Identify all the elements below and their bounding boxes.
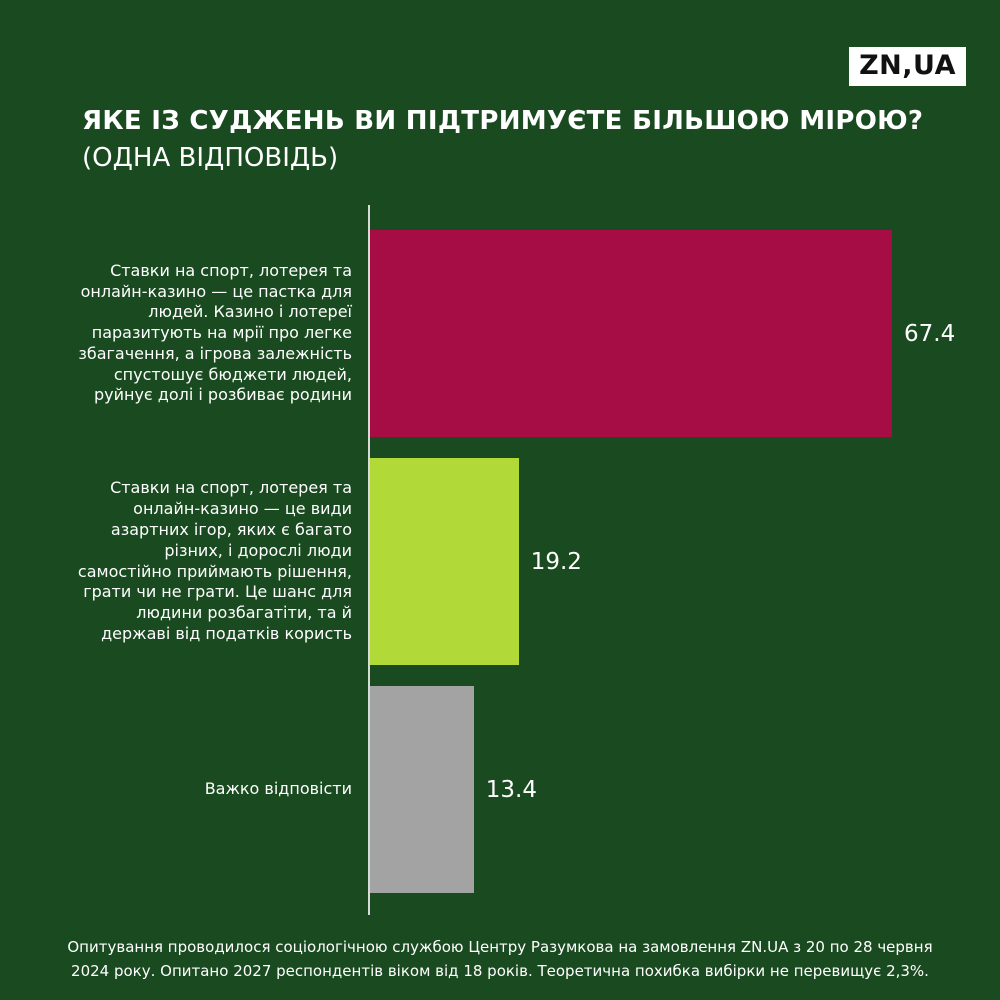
bar-row: Важко відповісти 13.4 — [0, 686, 1000, 893]
bar-value-label: 13.4 — [485, 776, 537, 803]
bar-row: Ставки на спорт, лотерея та онлайн-казин… — [0, 458, 1000, 665]
chart-subtitle: (ОДНА ВІДПОВІДЬ) — [82, 143, 339, 173]
bar-area: 13.4 — [368, 686, 1000, 893]
footnote-line-1: Опитування проводилося соціологічною слу… — [67, 937, 933, 956]
bar-value-label: 19.2 — [530, 548, 582, 575]
bar-category-label: Важко відповісти — [204, 779, 352, 799]
znua-logo-text: ZN,UA — [859, 50, 956, 81]
axis-line — [368, 205, 370, 915]
bar — [370, 458, 519, 665]
chart-title: ЯКЕ ІЗ СУДЖЕНЬ ВИ ПІДТРИМУЄТЕ БІЛЬШОЮ МІ… — [82, 106, 924, 136]
bar-category-label: Ставки на спорт, лотерея та онлайн-казин… — [77, 478, 352, 643]
bar — [370, 230, 892, 437]
bar — [370, 686, 474, 893]
znua-logo: ZN,UA — [849, 47, 966, 86]
bar-area: 19.2 — [368, 458, 1000, 665]
bar-area: 67.4 — [368, 230, 1000, 437]
bar-value-label: 67.4 — [904, 320, 956, 347]
bar-rows: Ставки на спорт, лотерея та онлайн-казин… — [0, 230, 1000, 893]
bar-chart: Ставки на спорт, лотерея та онлайн-казин… — [0, 205, 1000, 915]
bar-row: Ставки на спорт, лотерея та онлайн-казин… — [0, 230, 1000, 437]
footnote-line-2: 2024 року. Опитано 2027 респондентів вік… — [71, 962, 929, 981]
bar-category-label: Ставки на спорт, лотерея та онлайн-казин… — [78, 260, 352, 405]
footnote: Опитування проводилося соціологічною слу… — [0, 935, 1000, 985]
